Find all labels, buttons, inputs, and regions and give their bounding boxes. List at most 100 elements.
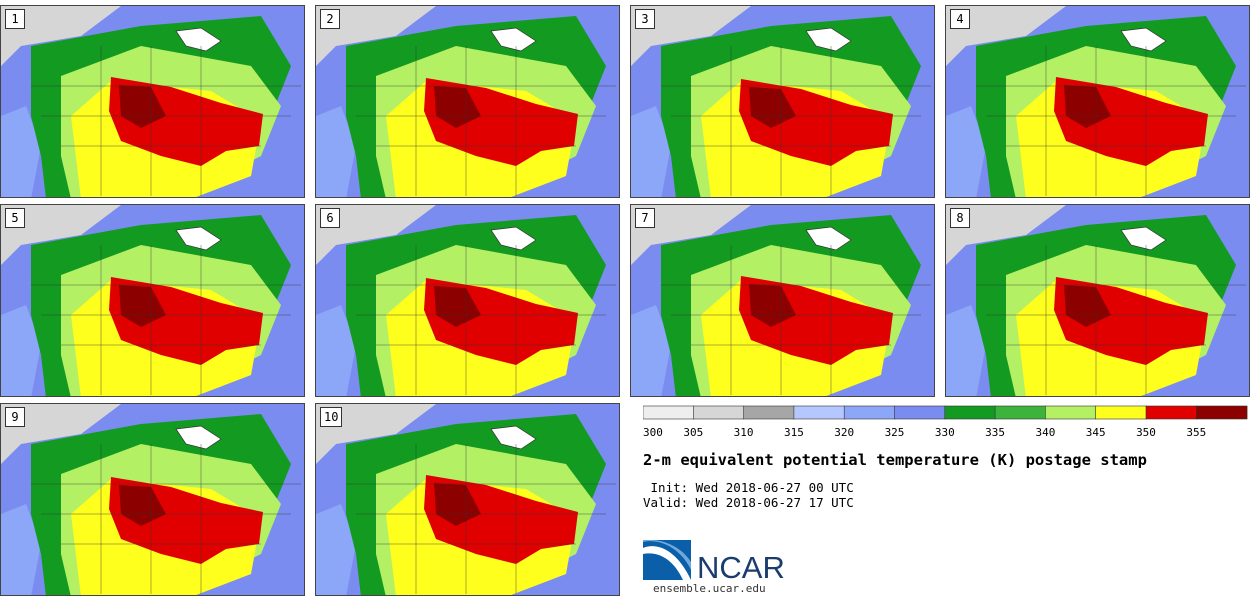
dark-red-core (119, 485, 166, 526)
colorbar-legend: 300 305 310 315 320 325 330 335 340 345 350 355 (643, 405, 1248, 439)
state-boundaries (31, 46, 301, 196)
pacific-coast-region (946, 106, 986, 197)
panel-4: 4 (945, 5, 1250, 198)
colorbar-tick-label: 350 (1136, 426, 1156, 439)
theta-e-map (631, 6, 934, 197)
panel-7: 7 (630, 204, 935, 397)
member-label: 9 (5, 407, 25, 427)
site-url: ensemble.ucar.edu (653, 582, 766, 595)
colorbar-tick-label: 310 (734, 426, 754, 439)
pacific-coast-region (316, 106, 356, 197)
colorbar-swatch (793, 405, 845, 420)
colorbar-tick-label: 330 (935, 426, 955, 439)
great-lakes (1120, 27, 1167, 52)
plot-title: 2-m equivalent potential temperature (K)… (643, 451, 1147, 469)
colorbar-swatch (1195, 405, 1248, 420)
colorbar-tick-label: 320 (834, 426, 854, 439)
member-label: 3 (635, 9, 655, 29)
theta-e-map (1, 6, 304, 197)
state-boundaries (346, 46, 616, 196)
theta-e-map (946, 6, 1249, 197)
colorbar-tick-label: 340 (1035, 426, 1055, 439)
member-label: 8 (950, 208, 970, 228)
colorbar-tick-label: 325 (885, 426, 905, 439)
colorbar-swatch (843, 405, 896, 420)
dark-red-core (434, 483, 481, 526)
state-boundaries (346, 245, 616, 395)
colorbar-swatch (1045, 405, 1097, 420)
canada-cool-region (946, 205, 1066, 265)
logo-text: NCAR (697, 550, 785, 582)
colorbar-tick-label: 355 (1186, 426, 1206, 439)
state-boundaries (661, 46, 931, 196)
colorbar-swatch (994, 405, 1047, 420)
state-boundaries (346, 444, 616, 594)
great-lakes (805, 27, 852, 52)
panel-3: 3 (630, 5, 935, 198)
canada-cool-region (1, 404, 121, 464)
member-label: 4 (950, 9, 970, 29)
theta-e-map (1, 205, 304, 396)
colorbar-swatch (894, 405, 946, 420)
state-boundaries (31, 245, 301, 395)
member-label: 7 (635, 208, 655, 228)
state-boundaries (976, 245, 1246, 395)
state-boundaries (31, 444, 301, 594)
colorbar-tick-label: 335 (985, 426, 1005, 439)
colorbar-swatch (1145, 405, 1198, 420)
panel-5: 5 (0, 204, 305, 397)
colorbar-tick-label: 305 (683, 426, 703, 439)
great-lakes (175, 27, 222, 52)
member-label: 10 (320, 407, 343, 427)
great-lakes (490, 425, 537, 450)
canada-cool-region (1, 6, 121, 66)
canada-cool-region (1, 205, 121, 265)
pacific-coast-region (631, 106, 671, 197)
dark-red-core (119, 285, 166, 327)
pacific-coast-region (1, 106, 41, 197)
dark-red-core (434, 86, 481, 128)
valid-time: Valid: Wed 2018-06-27 17 UTC (643, 495, 854, 510)
dark-red-core (749, 87, 796, 128)
panel-1: 1 (0, 5, 305, 198)
great-lakes (175, 425, 222, 450)
theta-e-map (316, 205, 619, 396)
colorbar-tick-label: 315 (784, 426, 804, 439)
colorbar-swatch (1095, 405, 1147, 420)
panel-2: 2 (315, 5, 620, 198)
dark-red-core (434, 286, 481, 327)
theta-e-map (1, 404, 304, 595)
panel-8: 8 (945, 204, 1250, 397)
pacific-coast-region (316, 305, 356, 396)
great-lakes (175, 226, 222, 251)
pacific-coast-region (631, 305, 671, 396)
theta-e-map (631, 205, 934, 396)
state-boundaries (661, 245, 931, 395)
colorbar-swatch (692, 405, 745, 420)
colorbar-tick-label: 300 (643, 426, 663, 439)
theta-e-map (316, 6, 619, 197)
canada-cool-region (631, 6, 751, 66)
canada-cool-region (316, 205, 436, 265)
colorbar-swatch (643, 405, 695, 420)
theta-e-map (316, 404, 619, 595)
great-lakes (490, 27, 537, 52)
pacific-coast-region (1, 305, 41, 396)
member-label: 6 (320, 208, 340, 228)
dark-red-core (749, 284, 796, 327)
panel-9: 9 (0, 403, 305, 596)
dark-red-core (1064, 285, 1111, 327)
theta-e-map (946, 205, 1249, 396)
colorbar-swatch (743, 405, 795, 420)
member-label: 1 (5, 9, 25, 29)
canada-cool-region (946, 6, 1066, 66)
great-lakes (805, 226, 852, 251)
colorbar-tick-label: 345 (1086, 426, 1106, 439)
member-label: 5 (5, 208, 25, 228)
canada-cool-region (316, 6, 436, 66)
panel-10: 10 (315, 403, 620, 596)
state-boundaries (976, 46, 1246, 196)
dark-red-core (1064, 85, 1111, 128)
member-label: 2 (320, 9, 340, 29)
great-lakes (1120, 226, 1167, 251)
